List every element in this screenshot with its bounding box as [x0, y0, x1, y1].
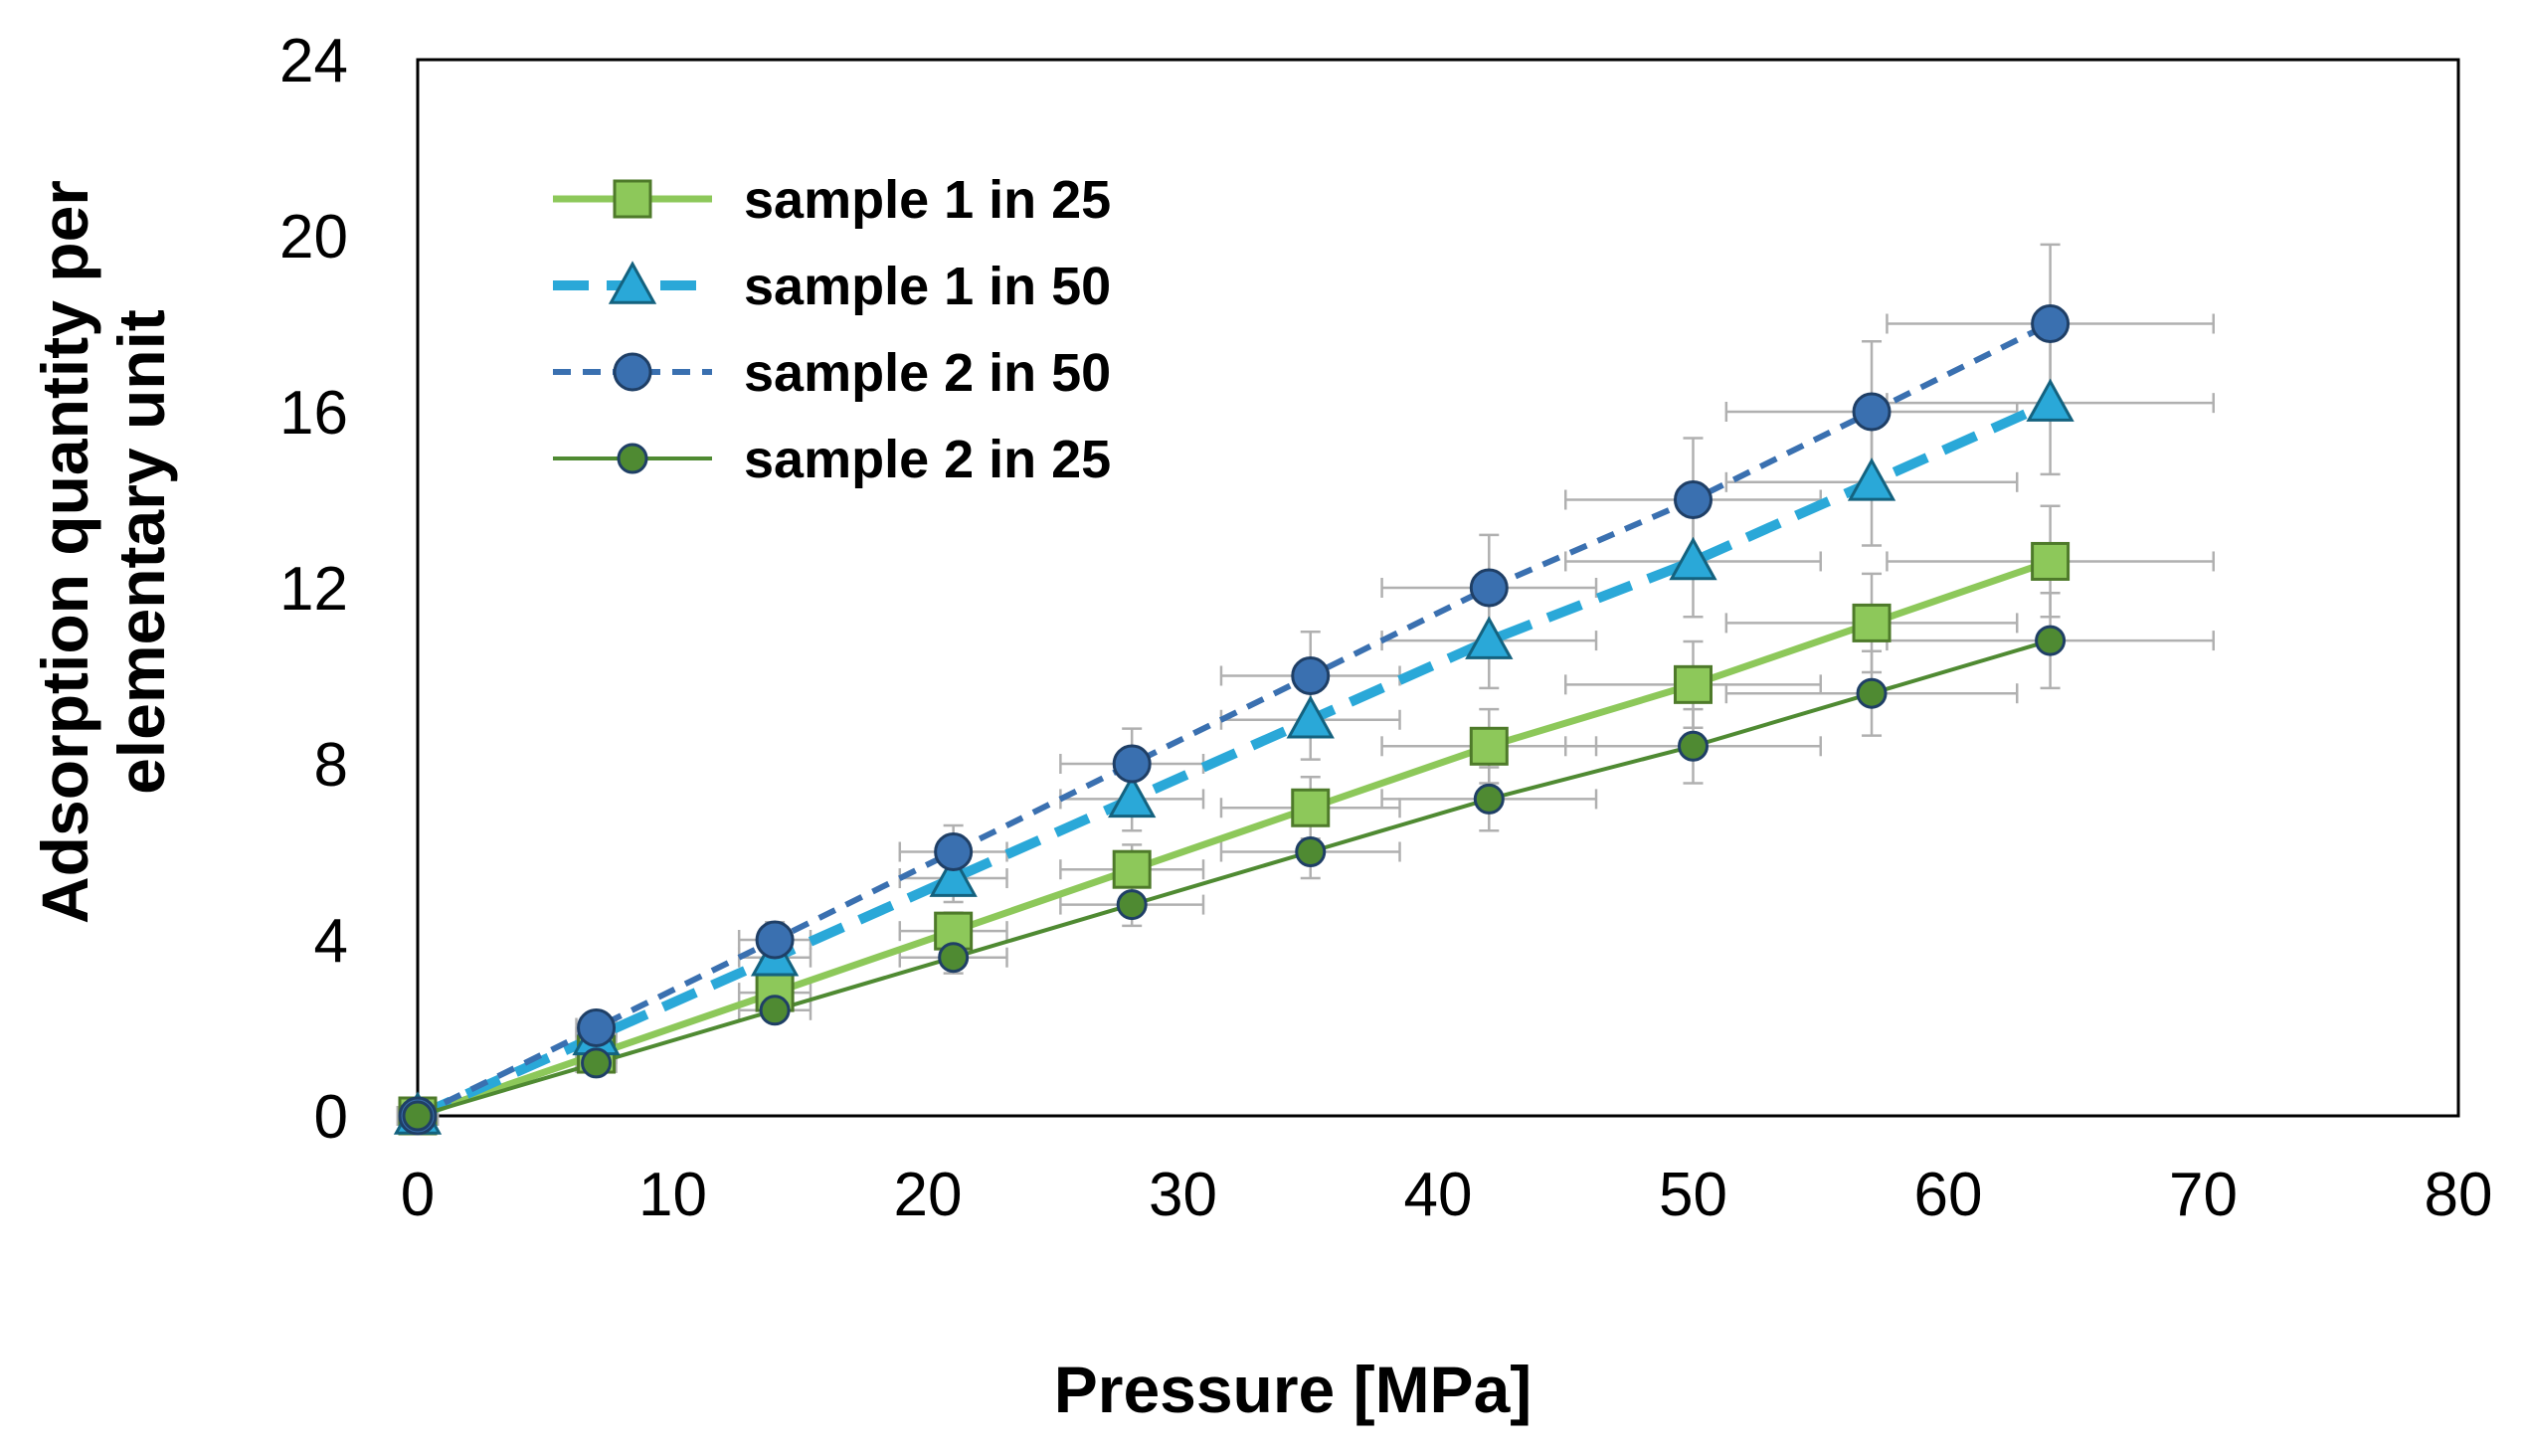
- data-point-circle: [577, 1008, 617, 1047]
- data-point-triangle: [2026, 378, 2074, 422]
- data-point-circle: [581, 1047, 613, 1079]
- data-point-triangle: [608, 261, 657, 304]
- data-point-triangle: [1847, 457, 1896, 501]
- data-point-square: [1852, 603, 1892, 642]
- legend-label: sample 2 in 25: [744, 430, 1111, 489]
- data-point-circle: [938, 942, 970, 974]
- data-point-square: [1469, 726, 1509, 766]
- y-axis-ticks: 0 4 8 12 16 20 24: [279, 27, 348, 1152]
- legend: sample 1 in 25 sample 1 in 50 sample 2 in …: [553, 170, 1111, 489]
- data-point-triangle: [1108, 774, 1157, 819]
- x-tick-label: 50: [1659, 1161, 1727, 1229]
- data-point-circle: [1852, 392, 1892, 432]
- data-point-circle: [402, 1100, 434, 1132]
- data-point-circle: [617, 443, 648, 474]
- data-point-square: [1674, 664, 1713, 704]
- data-point-circle: [613, 352, 652, 392]
- y-tick-label: 0: [314, 1083, 348, 1152]
- y-tick-label: 8: [314, 731, 348, 800]
- data-point-circle: [1116, 889, 1148, 921]
- series-lines: [415, 320, 2053, 1121]
- data-point-square: [613, 179, 652, 219]
- x-tick-label: 80: [2425, 1161, 2493, 1229]
- data-point-circle: [1473, 783, 1505, 815]
- data-point-circle: [2035, 625, 2067, 656]
- series-markers: [393, 304, 2074, 1136]
- x-tick-label: 20: [894, 1161, 963, 1229]
- data-point-circle: [1674, 480, 1713, 519]
- y-tick-label: 12: [279, 555, 348, 624]
- data-point-circle: [1291, 656, 1331, 695]
- legend-label: sample 2 in 50: [744, 343, 1111, 403]
- data-point-circle: [1856, 677, 1888, 709]
- x-tick-label: 60: [1914, 1161, 1983, 1229]
- y-tick-label: 20: [279, 203, 348, 272]
- data-point-circle: [1678, 730, 1709, 762]
- data-point-circle: [2031, 304, 2071, 343]
- x-axis-ticks: 0 10 20 30 40 50 60 70 80: [401, 1161, 2493, 1229]
- data-point-triangle: [1669, 536, 1717, 581]
- data-point-circle: [759, 995, 791, 1026]
- data-point-circle: [1469, 568, 1509, 608]
- series-line: [415, 398, 2053, 1121]
- y-axis-title-line2: elementary unit: [104, 309, 178, 795]
- series-line: [417, 638, 2052, 1118]
- data-point-circle: [755, 920, 795, 960]
- y-tick-label: 16: [279, 379, 348, 448]
- data-point-circle: [1295, 836, 1327, 867]
- x-axis-title: Pressure [MPa]: [1054, 1353, 1532, 1426]
- x-tick-label: 40: [1404, 1161, 1473, 1229]
- x-tick-label: 30: [1149, 1161, 1217, 1229]
- legend-label: sample 1 in 25: [744, 170, 1111, 230]
- data-point-circle: [934, 832, 974, 871]
- data-point-triangle: [929, 853, 978, 897]
- x-tick-label: 0: [401, 1161, 435, 1229]
- data-point-square: [2031, 541, 2071, 581]
- y-tick-label: 24: [279, 27, 348, 95]
- legend-label: sample 1 in 50: [744, 257, 1111, 316]
- x-tick-label: 70: [2169, 1161, 2238, 1229]
- data-point-triangle: [1465, 616, 1514, 659]
- data-point-square: [1291, 788, 1331, 827]
- data-point-circle: [1112, 744, 1152, 784]
- x-tick-label: 10: [638, 1161, 707, 1229]
- data-point-triangle: [1286, 695, 1335, 739]
- y-tick-label: 4: [314, 907, 348, 976]
- data-point-square: [1112, 849, 1152, 889]
- series-line: [416, 320, 2052, 1119]
- y-axis-title-line1: Adsorption quantity per: [28, 180, 101, 924]
- series-line: [416, 558, 2052, 1120]
